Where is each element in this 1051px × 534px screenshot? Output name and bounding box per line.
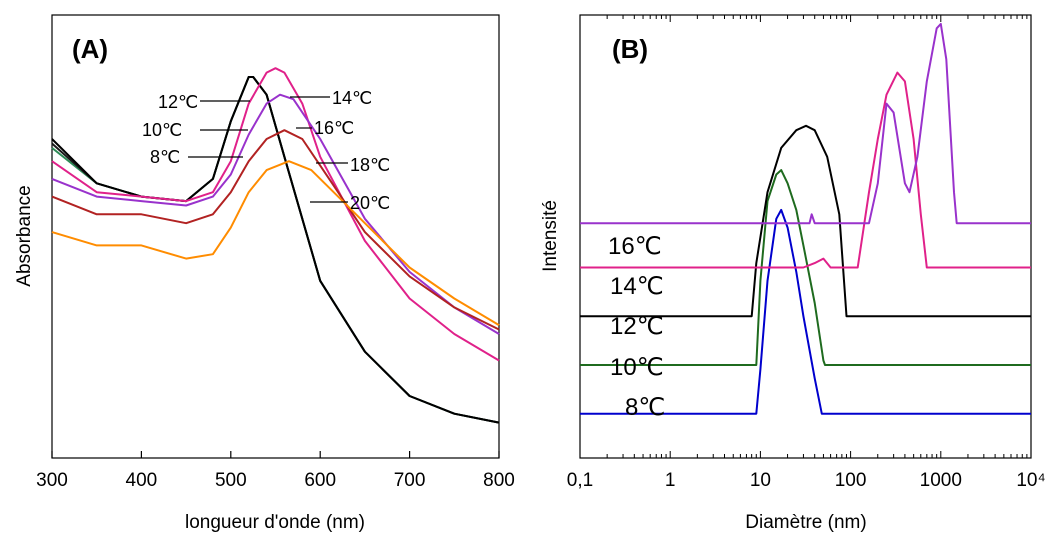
x-ticks-b: 0,1 1 10 100 1000 10⁴ xyxy=(567,15,1046,491)
series-label-b: 10℃ xyxy=(610,354,664,381)
series-labels-b: 16℃ 14℃ 12℃ 10℃ 8℃ xyxy=(608,233,665,421)
series-line-b xyxy=(580,208,1031,415)
x-tick-label-a: 800 xyxy=(483,470,515,491)
x-tick-label-a: 700 xyxy=(394,470,426,491)
series-label-b: 14℃ xyxy=(610,273,664,300)
annotations-a: 12℃ 10℃ 8℃ 14℃ 16℃ 18℃ 20℃ xyxy=(142,88,390,213)
annotation-label-a: 12℃ xyxy=(158,92,198,112)
series-line-b xyxy=(580,169,1031,366)
series-line-a xyxy=(51,67,500,362)
x-tick-label-a: 300 xyxy=(36,470,68,491)
annotation-label-a: 20℃ xyxy=(350,193,390,213)
x-axis-title-a: longueur d'onde (nm) xyxy=(185,512,365,533)
y-axis-title-a: Absorbance xyxy=(14,185,35,286)
x-tick-label-b: 100 xyxy=(835,470,867,491)
x-tick-label-b: 1000 xyxy=(920,470,962,491)
plot-frame-a xyxy=(51,14,500,459)
annotation-label-a: 10℃ xyxy=(142,120,182,140)
series-line-a xyxy=(51,160,500,326)
series-line-a xyxy=(51,76,500,424)
annotation-label-a: 16℃ xyxy=(314,118,354,138)
x-tick-label-a: 500 xyxy=(215,470,247,491)
x-tick-label-a: 600 xyxy=(304,470,336,491)
panel-a: (A) 300 400 500 600 700 800 12℃ 10℃ 8℃ 14℃ 16℃ 18℃… xyxy=(14,14,515,533)
series-line-a xyxy=(51,93,500,335)
x-tick-label-b: 10 xyxy=(750,470,771,491)
plot-frame-b xyxy=(579,14,1032,459)
series-line-a xyxy=(51,129,500,331)
x-tick-label-b: 10⁴ xyxy=(1016,470,1045,491)
series-group-a xyxy=(51,67,500,424)
annotation-label-a: 18℃ xyxy=(350,155,390,175)
series-line-b xyxy=(580,22,1031,225)
x-tick-label-b: 0,1 xyxy=(567,470,593,491)
y-axis-title-b: Intensité xyxy=(540,200,561,272)
series-line-b xyxy=(580,124,1031,318)
x-axis-title-b: Diamètre (nm) xyxy=(745,512,866,533)
panel-b: (B) 0,1 1 10 100 1000 10⁴ 16℃ 14℃ 12℃ 10℃ 8℃ Diam… xyxy=(540,14,1046,533)
series-group-b xyxy=(580,22,1031,415)
panel-label-b: (B) xyxy=(612,34,648,64)
x-tick-label-b: 1 xyxy=(665,470,676,491)
series-label-b: 16℃ xyxy=(608,233,662,260)
annotation-label-a: 14℃ xyxy=(332,88,372,108)
x-ticks-a: 300 400 500 600 700 800 xyxy=(36,451,515,491)
series-label-b: 8℃ xyxy=(625,394,665,421)
series-line-b xyxy=(580,71,1031,269)
series-label-b: 12℃ xyxy=(610,313,664,340)
x-tick-label-a: 400 xyxy=(126,470,158,491)
panel-label-a: (A) xyxy=(72,34,108,64)
annotation-label-a: 8℃ xyxy=(150,147,180,167)
